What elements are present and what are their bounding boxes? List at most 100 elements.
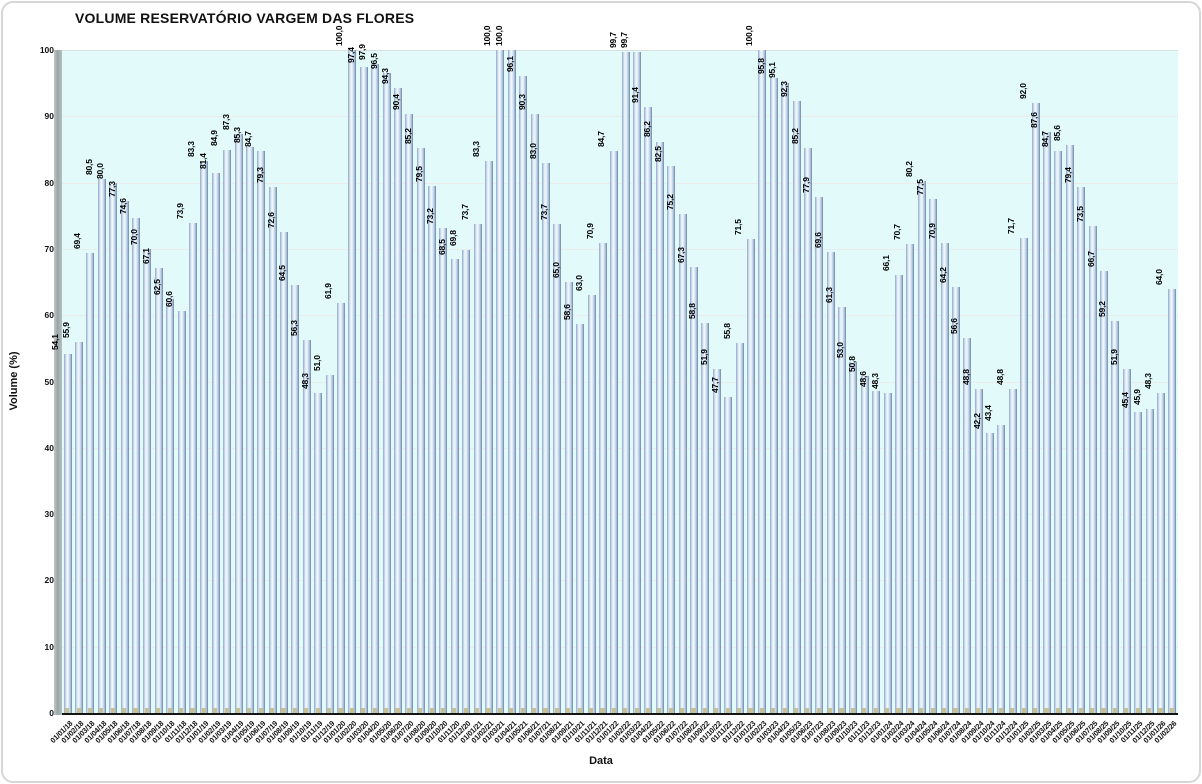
bar-01/05/18 [109,182,118,713]
bar-value-label: 80,5 [83,159,94,176]
bar-01/12/20 [462,250,471,713]
gridline-20 [62,580,1178,582]
bar-base-floor [156,708,161,713]
bar-01/08/24 [963,337,972,713]
bar-01/07/19 [268,187,277,713]
bar-base-floor [133,708,138,713]
bar-01/02/26 [1168,288,1177,713]
bar-value-label: 100,0 [744,25,755,46]
bar-01/01/26 [1156,392,1165,713]
bar-value-label: 70,9 [926,223,937,239]
bar-01/10/24 [986,433,995,713]
bar-value-label: 90,3 [516,94,527,111]
bar-value-label: 48,6 [858,371,869,387]
bar-base-floor [452,708,457,713]
plot-area [54,50,1178,715]
bar-01/06/19 [257,151,266,713]
bar-base-floor [566,708,571,713]
bar-base-floor [213,708,218,713]
y-tick-label-100: 100 [39,45,54,55]
bar-01/11/24 [997,425,1006,713]
bar-value-label: 83,3 [186,140,197,157]
bar-base-floor [110,708,115,713]
bar-01/01/23 [746,238,755,713]
bar-base-floor [475,708,480,713]
bar-base-floor [224,708,229,713]
bar-value-label: 70,7 [892,224,903,241]
bar-01/10/19 [302,339,311,713]
bar-base-floor [816,708,821,713]
bar-base-floor [338,708,343,713]
bar-base-floor [1090,708,1095,713]
bar-value-label: 69,4 [72,233,83,249]
bar-01/06/21 [530,114,539,713]
gridline-40 [62,447,1178,449]
bar-base-floor [509,708,514,713]
bar-01/03/20 [359,67,368,713]
bar-01/05/21 [519,75,528,713]
bar-01/11/18 [177,311,186,713]
y-tick-label-80: 80 [44,177,54,188]
bar-base-floor [292,708,298,713]
bar-01/08/23 [826,251,835,713]
bar-base-floor [1033,708,1038,713]
bar-value-label: 62,5 [152,278,163,295]
bar-base-floor [486,708,491,713]
bar-value-label: 100,0 [482,25,493,46]
gridline-80 [62,182,1178,184]
bar-base-floor [850,708,856,713]
bar-value-label: 63,0 [573,275,584,292]
bar-value-label: 90,4 [391,93,402,110]
bar-base-floor [714,708,719,713]
bar-value-label: 97,4 [345,47,356,64]
bar-base-floor [577,708,582,713]
bar-value-label: 77,3 [106,180,117,197]
bar-base-floor [885,708,890,713]
gridline-50 [62,381,1178,383]
bar-01/02/25 [1031,103,1040,713]
bar-value-label: 79,4 [1063,166,1074,183]
bar-value-label: 56,6 [949,317,960,334]
bar-base-floor [327,708,332,713]
bar-base-floor [782,708,787,713]
bar-base-floor [680,708,685,713]
gridline-30 [62,514,1178,516]
bar-base-floor [691,708,696,713]
bar-01/01/25 [1020,237,1029,713]
bar-value-label: 48,3 [300,373,311,389]
bar-base-floor [805,708,810,713]
bar-value-label: 73,7 [539,204,550,221]
bar-value-label: 84,7 [596,131,607,148]
bar-base-floor [588,708,594,713]
bar-value-label: 73,9 [174,203,185,220]
bar-value-label: 100,0 [334,25,345,46]
bar-base-floor [406,708,411,713]
bar-base-floor [771,708,776,713]
bar-base-floor [1101,708,1106,713]
bar-base-floor [418,708,423,713]
bar-value-label: 72,6 [266,211,277,228]
bar-value-label: 84,9 [209,130,220,147]
bar-value-label: 43,4 [983,405,994,422]
bar-value-label: 42,2 [972,413,983,430]
bar-01/05/20 [382,73,391,713]
bar-01/10/20 [439,227,448,713]
bar-base-floor [1169,708,1174,713]
bar-value-label: 47,7 [710,376,721,393]
gridline-70 [62,248,1178,250]
bar-value-label: 97,9 [357,44,368,60]
gridline-60 [62,315,1178,317]
bar-01/08/22 [690,266,699,713]
bar-value-label: 84,7 [243,131,254,148]
bar-01/05/23 [792,101,801,713]
bar-01/01/19 [200,160,209,713]
bar-value-label: 70,0 [129,229,140,245]
bar-01/01/18 [63,354,72,713]
bar-value-label: 70,9 [584,223,595,239]
bar-01/08/25 [1099,270,1108,713]
bar-value-label: 73,2 [425,207,436,224]
bar-01/04/24 [917,181,926,713]
bar-base-floor [383,708,389,713]
bar-base-floor [725,708,730,713]
